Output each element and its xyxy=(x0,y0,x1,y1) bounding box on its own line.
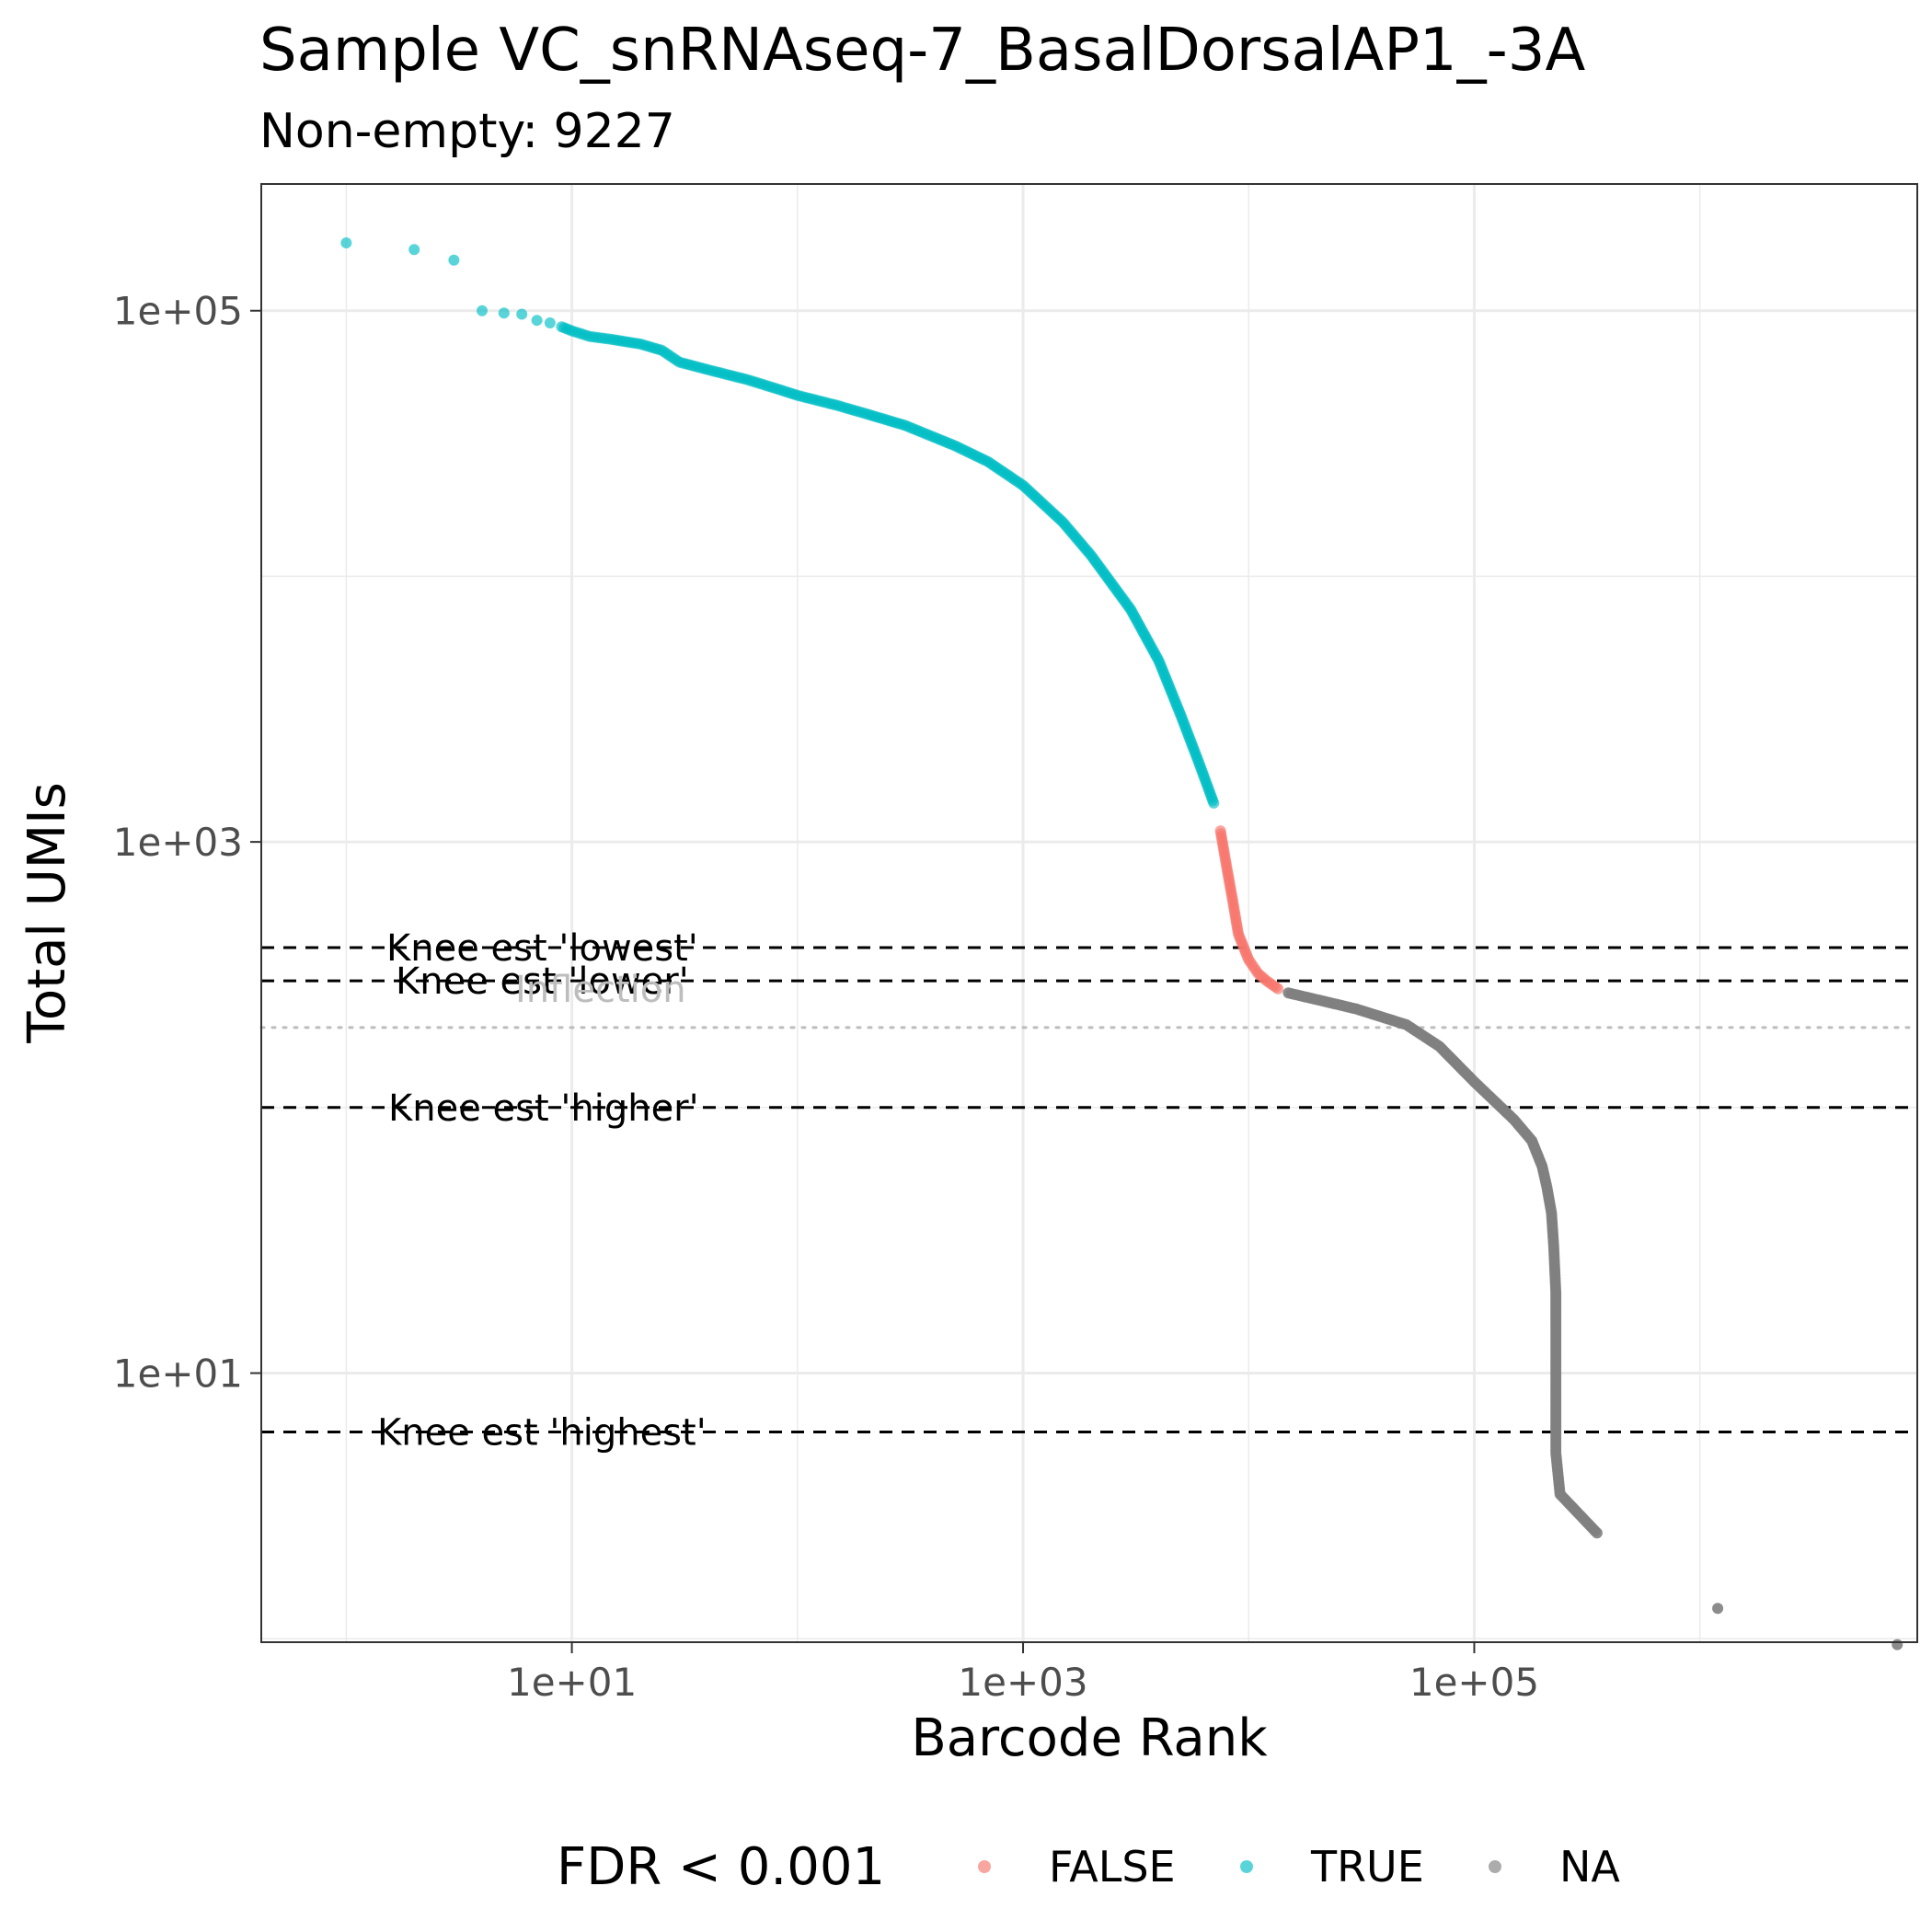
data-point xyxy=(477,305,489,316)
inflection-label: Inflection xyxy=(515,969,686,1011)
data-point xyxy=(1712,1603,1724,1615)
legend-key-false xyxy=(978,1860,991,1873)
data-points xyxy=(340,237,1903,1650)
data-point xyxy=(1892,1639,1903,1650)
chart-subtitle: Non-empty: 9227 xyxy=(259,104,675,159)
data-point xyxy=(1208,797,1220,809)
knee-label: Knee est 'lower' xyxy=(396,960,689,1003)
data-point xyxy=(340,237,352,249)
data-point xyxy=(1272,983,1284,995)
data-point xyxy=(544,316,556,328)
data-point xyxy=(1591,1527,1603,1539)
y-axis-ticks: 1e+01 1e+03 1e+05 xyxy=(113,289,261,1396)
x-tick-label: 1e+03 xyxy=(958,1660,1087,1705)
legend-title: FDR < 0.001 xyxy=(557,1837,885,1897)
y-tick-label: 1e+01 xyxy=(113,1351,243,1396)
knee-label: Knee est 'lowest' xyxy=(386,927,698,970)
data-point xyxy=(448,254,460,266)
legend: FDR < 0.001 FALSE TRUE NA xyxy=(557,1837,1620,1897)
data-point xyxy=(516,308,528,320)
y-tick-label: 1e+05 xyxy=(113,289,243,334)
legend-key-true xyxy=(1240,1860,1253,1873)
x-tick-label: 1e+05 xyxy=(1409,1660,1539,1705)
data-point xyxy=(408,244,420,256)
legend-label-true: TRUE xyxy=(1310,1842,1424,1892)
x-axis-ticks: 1e+01 1e+03 1e+05 xyxy=(507,1642,1539,1705)
knee-label: Knee est 'highest' xyxy=(377,1412,707,1455)
chart-title: Sample VC_snRNAseq-7_BasalDorsalAP1_-3A xyxy=(259,17,1585,85)
data-point xyxy=(531,315,543,327)
legend-key-na xyxy=(1489,1860,1501,1873)
legend-label-na: NA xyxy=(1559,1842,1620,1892)
x-axis-title: Barcode Rank xyxy=(911,1708,1268,1768)
knee-lines xyxy=(259,946,1919,1434)
knee-label: Knee est 'higher' xyxy=(388,1087,699,1130)
x-tick-label: 1e+01 xyxy=(507,1660,637,1705)
plot-area: Knee est 'lowest'Knee est 'lower' Knee es… xyxy=(259,183,1919,1650)
knee-labels: Knee est 'lowest'Knee est 'lower' Knee es… xyxy=(377,927,707,1455)
y-axis-title: Total UMIs xyxy=(17,782,77,1044)
plot-panel-border xyxy=(260,183,1918,1643)
legend-label-false: FALSE xyxy=(1049,1842,1176,1892)
plot-panel-background xyxy=(261,184,1917,1642)
data-point xyxy=(498,307,510,319)
y-tick-label: 1e+03 xyxy=(113,820,243,865)
